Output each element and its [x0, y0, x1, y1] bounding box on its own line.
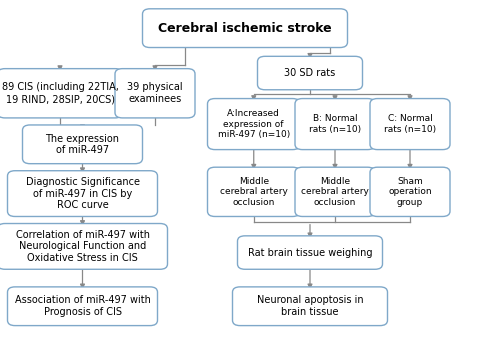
- FancyBboxPatch shape: [232, 287, 388, 326]
- FancyBboxPatch shape: [22, 125, 142, 164]
- Text: 39 physical
examinees: 39 physical examinees: [127, 82, 183, 104]
- FancyBboxPatch shape: [115, 69, 195, 118]
- FancyBboxPatch shape: [258, 56, 362, 90]
- FancyBboxPatch shape: [208, 99, 300, 150]
- Text: C: Normal
rats (n=10): C: Normal rats (n=10): [384, 114, 436, 134]
- Text: Rat brain tissue weighing: Rat brain tissue weighing: [248, 247, 372, 258]
- FancyBboxPatch shape: [0, 224, 168, 269]
- FancyBboxPatch shape: [295, 167, 375, 216]
- Text: Correlation of miR-497 with
Neurological Function and
Oxidative Stress in CIS: Correlation of miR-497 with Neurological…: [16, 230, 150, 263]
- FancyBboxPatch shape: [295, 99, 375, 150]
- Text: Cerebral ischemic stroke: Cerebral ischemic stroke: [158, 22, 332, 34]
- FancyBboxPatch shape: [0, 69, 122, 118]
- FancyBboxPatch shape: [8, 171, 158, 216]
- Text: 30 SD rats: 30 SD rats: [284, 68, 336, 78]
- Text: Neuronal apoptosis in
brain tissue: Neuronal apoptosis in brain tissue: [256, 295, 364, 317]
- Text: Middle
cerebral artery
occlusion: Middle cerebral artery occlusion: [220, 177, 288, 207]
- Text: Middle
cerebral artery
occlusion: Middle cerebral artery occlusion: [301, 177, 369, 207]
- Text: 89 CIS (including 22TIA,
19 RIND, 28SIP, 20CS): 89 CIS (including 22TIA, 19 RIND, 28SIP,…: [2, 82, 118, 104]
- FancyBboxPatch shape: [238, 236, 382, 269]
- Text: Association of miR-497 with
Prognosis of CIS: Association of miR-497 with Prognosis of…: [14, 295, 150, 317]
- Text: Sham
operation
group: Sham operation group: [388, 177, 432, 207]
- Text: A:Increased
expression of
miR-497 (n=10): A:Increased expression of miR-497 (n=10): [218, 109, 290, 139]
- Text: Diagnostic Significance
of miR-497 in CIS by
ROC curve: Diagnostic Significance of miR-497 in CI…: [26, 177, 140, 210]
- FancyBboxPatch shape: [370, 167, 450, 216]
- Text: The expression
of miR-497: The expression of miR-497: [46, 133, 120, 155]
- FancyBboxPatch shape: [370, 99, 450, 150]
- FancyBboxPatch shape: [142, 9, 348, 48]
- Text: B: Normal
rats (n=10): B: Normal rats (n=10): [309, 114, 361, 134]
- FancyBboxPatch shape: [8, 287, 158, 326]
- FancyBboxPatch shape: [208, 167, 300, 216]
